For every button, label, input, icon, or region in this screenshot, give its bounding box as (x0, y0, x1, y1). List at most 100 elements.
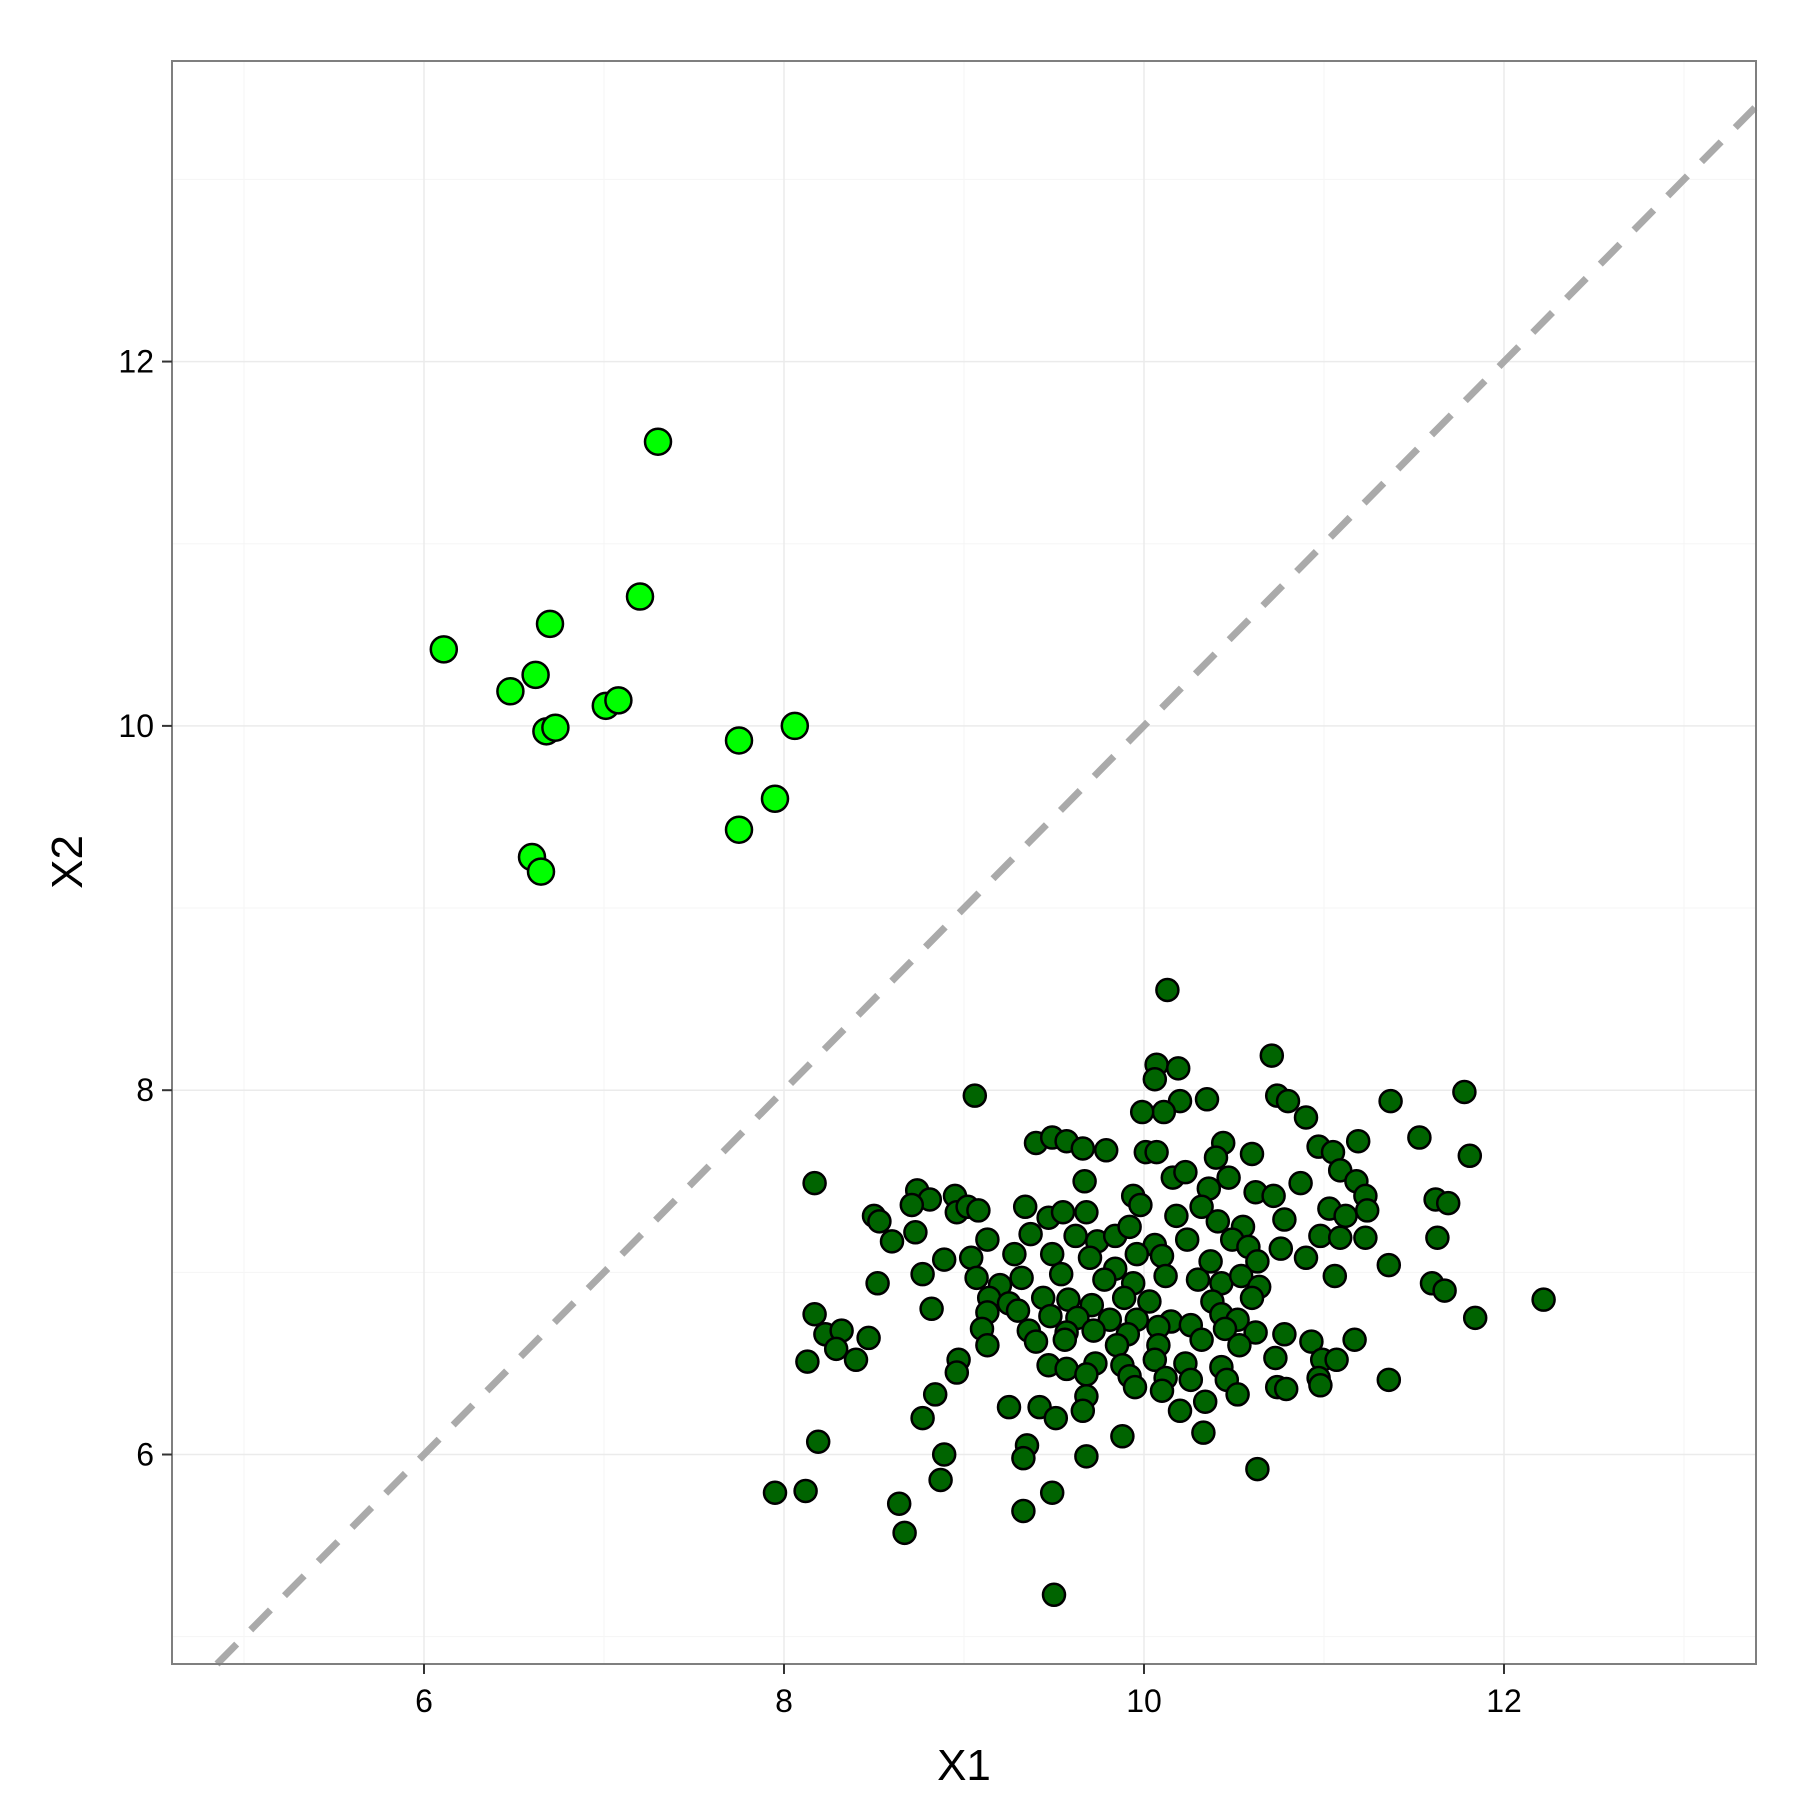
data-point (1149, 1243, 1175, 1269)
data-point (1327, 1225, 1353, 1250)
data-point (1435, 1190, 1461, 1216)
data-point (1174, 1227, 1200, 1252)
data-point (1212, 1316, 1238, 1342)
identity-line-layer (214, 104, 1759, 1667)
data-point (1155, 977, 1180, 1003)
data-point (802, 1170, 827, 1196)
data-point (964, 1265, 989, 1291)
data-point (1048, 1261, 1074, 1287)
data-point (1378, 1088, 1403, 1114)
data-point (1173, 1159, 1198, 1185)
data-point (843, 1347, 869, 1373)
data-point (780, 711, 810, 741)
data-point (1142, 1347, 1168, 1373)
data-point (1023, 1329, 1049, 1354)
data-point (1407, 1125, 1432, 1150)
data-point (1110, 1424, 1135, 1449)
data-point (1129, 1099, 1155, 1125)
data-point (1167, 1398, 1193, 1424)
data-point (1077, 1245, 1103, 1271)
data-point (1288, 1170, 1313, 1196)
data-point (1243, 1320, 1268, 1345)
x-tick-label: 8 (775, 1683, 793, 1719)
data-point (526, 857, 556, 886)
data-point (1074, 1444, 1099, 1469)
data-point (966, 1198, 991, 1223)
data-point (541, 713, 570, 742)
data-point (910, 1405, 935, 1431)
data-point (1191, 1420, 1216, 1445)
data-point (1111, 1285, 1137, 1311)
data-point (521, 660, 550, 690)
data-point (1239, 1141, 1265, 1167)
data-point (1462, 1305, 1488, 1331)
data-point (1272, 1322, 1297, 1347)
data-point (1272, 1207, 1297, 1232)
grid-minor (172, 61, 1756, 1664)
data-point (899, 1192, 925, 1218)
data-point (928, 1467, 953, 1493)
data-point (1002, 1241, 1027, 1267)
data-point (1239, 1285, 1265, 1311)
data-point (1039, 1480, 1065, 1506)
data-point (867, 1209, 892, 1234)
data-point (865, 1271, 890, 1296)
data-point (1376, 1252, 1402, 1278)
data-point (1189, 1194, 1214, 1220)
y-tick-label: 12 (118, 344, 154, 380)
data-point (1074, 1362, 1099, 1387)
x-tick-label: 10 (1126, 1683, 1162, 1719)
data-point (1124, 1241, 1150, 1267)
data-point (1104, 1332, 1130, 1358)
data-point (802, 1302, 827, 1327)
data-point (1117, 1214, 1142, 1240)
series-2-points (762, 977, 1556, 1608)
data-point (1192, 1389, 1218, 1414)
data-point (931, 1247, 957, 1272)
data-point (1012, 1194, 1038, 1220)
data-point (805, 1429, 831, 1455)
data-points (429, 427, 1556, 1608)
data-point (1432, 1278, 1457, 1303)
data-point (1151, 1099, 1177, 1125)
data-point (996, 1394, 1022, 1420)
data-point (944, 1360, 970, 1385)
data-point (1205, 1209, 1231, 1234)
data-point (429, 635, 459, 664)
data-point (931, 1442, 957, 1467)
data-point (975, 1227, 1000, 1252)
data-point (1092, 1267, 1117, 1292)
y-axis-title: X2 (43, 835, 92, 889)
data-point (724, 815, 754, 844)
data-point (1054, 1356, 1079, 1382)
data-point (1299, 1329, 1324, 1354)
x-tick-label: 12 (1486, 1683, 1522, 1719)
data-point (1275, 1088, 1301, 1114)
data-point (1122, 1374, 1148, 1400)
data-point (1354, 1198, 1380, 1223)
series-1-points (429, 427, 810, 886)
data-point (1245, 1249, 1270, 1274)
data-point (1322, 1263, 1348, 1289)
grid-major (172, 61, 1756, 1664)
data-point (1452, 1079, 1477, 1105)
data-point (1261, 1183, 1286, 1209)
data-point (1293, 1105, 1319, 1130)
data-point (958, 1245, 984, 1271)
data-point (1070, 1398, 1096, 1424)
data-point (1011, 1445, 1036, 1471)
data-point (892, 1520, 917, 1546)
data-point (1531, 1287, 1556, 1312)
data-point (1164, 1203, 1189, 1229)
x-axis: 6 8 10 12 (415, 1664, 1522, 1719)
data-point (1293, 1245, 1319, 1271)
data-point (903, 1220, 928, 1245)
data-point (1063, 1223, 1088, 1249)
data-point (762, 1480, 788, 1506)
data-point (1018, 1221, 1043, 1247)
data-point (1074, 1199, 1099, 1225)
data-point (1043, 1405, 1069, 1431)
data-point (1050, 1199, 1076, 1225)
data-point (1268, 1236, 1294, 1261)
